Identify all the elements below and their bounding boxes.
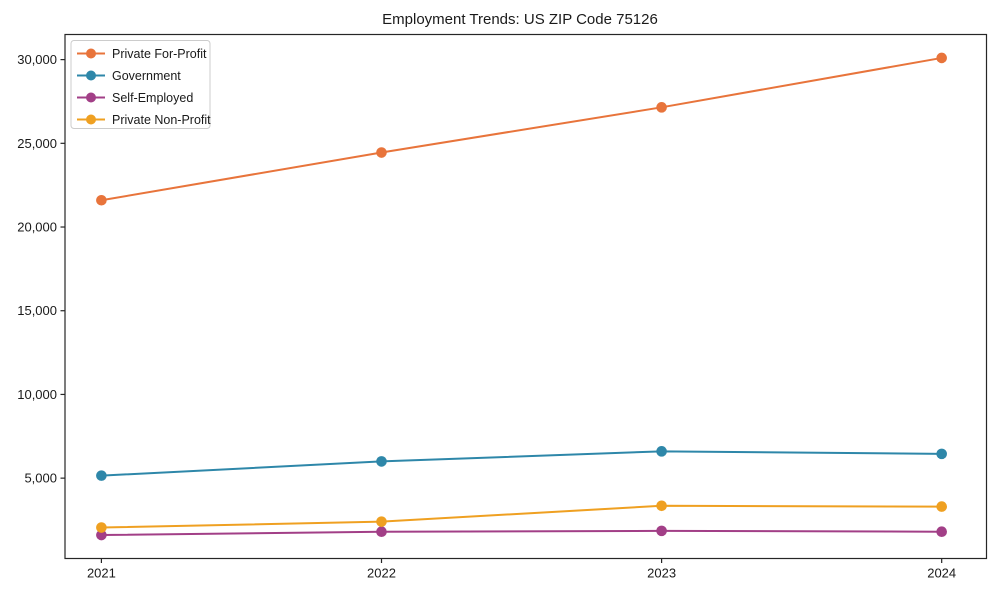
- series-line-government: [101, 450, 942, 477]
- data-point-self-employed-2022: [376, 526, 387, 538]
- series-line-private-non-profit: [101, 504, 942, 529]
- data-series-group: [96, 52, 947, 541]
- legend-marker: [86, 92, 96, 103]
- data-point-government-2024: [936, 448, 947, 460]
- x-tick-label: 2024: [927, 566, 956, 581]
- y-tick-label: 30,000: [17, 52, 57, 67]
- data-point-private-non-profit-2024: [936, 501, 947, 512]
- data-point-private-non-profit-2023: [656, 500, 667, 512]
- y-tick-label: 5,000: [24, 471, 57, 486]
- data-point-private-for-profit-2024: [936, 52, 947, 64]
- data-point-private-non-profit-2022: [376, 516, 387, 527]
- y-tick-label: 25,000: [17, 136, 57, 151]
- y-axis: 5,000 10,000 15,000 20,000 25,000 30,000: [17, 52, 65, 486]
- x-tick-label: 2021: [87, 566, 116, 581]
- plot-area-border: [64, 33, 988, 560]
- legend-label: Government: [112, 69, 181, 83]
- y-tick-label: 15,000: [17, 303, 57, 318]
- series-line-self-employed: [101, 529, 942, 537]
- data-point-private-for-profit-2021: [96, 194, 107, 206]
- data-point-government-2022: [376, 456, 387, 467]
- data-point-self-employed-2024: [936, 526, 947, 538]
- legend-marker: [86, 48, 96, 59]
- x-axis: 2021 2022 2023 2024: [87, 558, 956, 581]
- y-tick-label: 20,000: [17, 220, 57, 235]
- data-point-self-employed-2021: [96, 529, 107, 541]
- data-point-private-for-profit-2023: [656, 102, 667, 113]
- data-point-self-employed-2023: [656, 525, 667, 537]
- chart-title: Employment Trends: US ZIP Code 75126: [382, 11, 658, 28]
- x-tick-label: 2022: [367, 566, 396, 581]
- legend-marker: [86, 114, 96, 125]
- x-tick-label: 2023: [647, 566, 676, 581]
- y-tick-label: 10,000: [17, 387, 57, 402]
- legend-marker: [86, 70, 96, 81]
- legend-label: Self-Employed: [112, 91, 193, 105]
- legend-label: Private Non-Profit: [112, 113, 211, 127]
- data-point-government-2023: [656, 446, 667, 457]
- legend: Private For-Profit Government Self-Employe…: [70, 40, 211, 129]
- data-point-government-2021: [96, 470, 107, 481]
- legend-label: Private For-Profit: [112, 47, 207, 61]
- data-point-private-non-profit-2021: [96, 522, 107, 533]
- legend-box: [70, 40, 211, 129]
- series-line-private-for-profit: [101, 56, 942, 202]
- data-point-private-for-profit-2022: [376, 147, 387, 158]
